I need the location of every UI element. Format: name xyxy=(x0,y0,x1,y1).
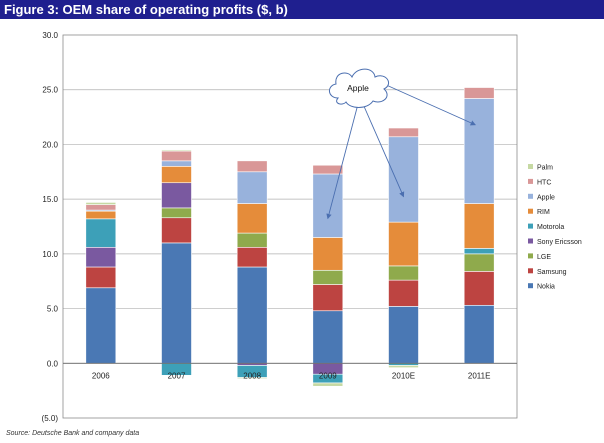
legend-label-apple: Apple xyxy=(537,194,555,201)
bar-apple-2011e xyxy=(463,98,495,204)
callout-arrow-2011e xyxy=(383,83,476,126)
legend-swatch-rim xyxy=(528,208,533,214)
y-tick-label: 5.0 xyxy=(47,305,59,314)
bar-htc-2006 xyxy=(85,204,117,211)
legend-label-palm: Palm xyxy=(537,165,553,172)
bar-apple-2007 xyxy=(161,160,192,167)
y-tick-label: 25.0 xyxy=(42,86,58,95)
callout-cloud xyxy=(329,68,389,108)
legend-label-htc: HTC xyxy=(537,179,551,186)
legend-label-lge: LGE xyxy=(537,254,551,261)
bar-rim-2006 xyxy=(85,210,117,220)
bar-sony-ericsson-2006 xyxy=(85,246,117,268)
bar-samsung-2011e xyxy=(463,271,495,306)
bar-palm-2007 xyxy=(161,149,192,152)
bar-samsung-2006 xyxy=(85,266,117,289)
x-tick-label: 2007 xyxy=(168,371,186,380)
bar-rim-2009 xyxy=(312,237,344,271)
bar-nokia-2006 xyxy=(85,287,117,364)
legend-label-nokia: Nokia xyxy=(537,284,555,291)
bar-lge-2010e xyxy=(388,265,419,281)
x-tick-label: 2010E xyxy=(392,371,415,380)
y-tick-label: 10.0 xyxy=(42,250,58,259)
bar-palm-2006 xyxy=(85,202,117,205)
callout-label: Apple xyxy=(347,83,369,93)
legend-swatch-sony-ericsson xyxy=(528,238,533,244)
y-tick-label: 0.0 xyxy=(47,359,59,368)
figure-title: Figure 3: OEM share of operating profits… xyxy=(4,2,288,17)
y-axis-tick-labels: 30.0 25.0 20.0 15.0 10.0 5.0 0.0 (5.0) xyxy=(42,31,59,423)
legend-label-sony-ericsson: Sony Ericsson xyxy=(537,239,582,246)
bar-motorola-2011e xyxy=(463,248,495,255)
plot-border xyxy=(62,34,518,419)
legend: Palm HTC Apple RIM Motorola Sony Ericsson LGE S… xyxy=(528,164,582,291)
bar-motorola-2006 xyxy=(85,218,117,248)
bar-nokia-2009 xyxy=(312,310,344,364)
apple-callout: Apple xyxy=(326,68,476,220)
bar-htc-2010e xyxy=(388,127,419,138)
bar-rim-2007 xyxy=(161,166,192,184)
x-tick-label: 2011E xyxy=(468,371,491,380)
legend-swatch-apple xyxy=(528,193,533,199)
bar-lge-2007 xyxy=(161,207,192,219)
bar-rim-2010e xyxy=(388,221,419,267)
legend-swatch-samsung xyxy=(528,268,533,274)
legend-swatch-htc xyxy=(528,178,533,184)
x-tick-label: 2006 xyxy=(92,371,110,380)
x-axis-tick-labels: 2006 2007 2008 2009 2010E 2011E xyxy=(92,371,491,380)
legend-label-rim: RIM xyxy=(537,209,550,216)
legend-label-samsung: Samsung xyxy=(537,269,567,276)
x-tick-label: 2008 xyxy=(243,371,261,380)
bar-samsung-2009 xyxy=(312,284,344,312)
bar-rim-2011e xyxy=(463,203,495,249)
source-note: Source: Deutsche Bank and company data xyxy=(6,430,140,437)
bar-sony-ericsson-2007 xyxy=(161,182,192,209)
bar-nokia-2010e xyxy=(388,306,419,364)
bar-htc-2008 xyxy=(236,160,268,173)
bar-lge-2011e xyxy=(463,253,495,272)
legend-swatch-palm xyxy=(528,164,533,169)
bar-htc-2011e xyxy=(463,87,495,99)
y-tick-label: (5.0) xyxy=(42,414,59,423)
legend-label-motorola: Motorola xyxy=(537,224,564,231)
y-tick-label: 15.0 xyxy=(42,195,58,204)
bar-palm-2008 xyxy=(236,377,268,379)
legend-swatch-lge xyxy=(528,253,533,259)
bar-samsung-2008 xyxy=(236,246,268,268)
bar-htc-2007 xyxy=(161,150,192,162)
bars xyxy=(85,87,495,387)
bar-samsung-2007 xyxy=(161,217,192,244)
bar-apple-2008 xyxy=(236,171,268,204)
callout-arrow-2010e xyxy=(362,103,405,198)
bar-rim-2008 xyxy=(236,203,268,234)
callout-arrow-2009 xyxy=(326,103,359,220)
bar-palm-2009 xyxy=(312,382,344,387)
bar-lge-2009 xyxy=(312,269,344,285)
bar-palm-2010e xyxy=(388,365,419,368)
bar-nokia-2011e xyxy=(463,304,495,364)
bar-nokia-2008 xyxy=(236,266,268,364)
bar-apple-2009 xyxy=(312,173,344,238)
legend-swatch-nokia xyxy=(528,283,533,289)
bar-samsung-2010e xyxy=(388,279,419,307)
bar-lge-2008 xyxy=(236,232,268,248)
title-bar: Figure 3: OEM share of operating profits… xyxy=(0,0,604,19)
axes xyxy=(62,34,518,419)
bar-nokia-2007 xyxy=(161,242,192,364)
grid-lines xyxy=(63,89,517,364)
legend-swatch-motorola xyxy=(528,223,533,229)
y-tick-label: 30.0 xyxy=(42,31,58,40)
bar-apple-2010e xyxy=(388,136,419,223)
bar-htc-2009 xyxy=(312,164,344,175)
y-tick-label: 20.0 xyxy=(42,140,58,149)
x-tick-label: 2009 xyxy=(319,371,337,380)
